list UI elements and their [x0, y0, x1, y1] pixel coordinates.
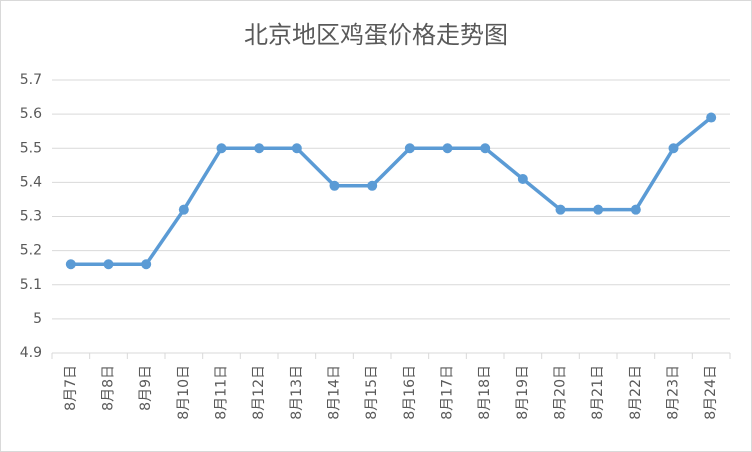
- data-point: [668, 143, 679, 154]
- data-point: [442, 143, 453, 154]
- data-point: [178, 204, 189, 215]
- x-tick-label: 8月12日: [251, 365, 267, 420]
- x-tick-label: 8月8日: [101, 365, 117, 411]
- data-point: [706, 112, 717, 123]
- data-point: [555, 204, 566, 215]
- y-tick-label: 5.1: [20, 277, 42, 293]
- x-tick-label: 8月10日: [176, 365, 192, 420]
- data-point: [367, 180, 378, 191]
- data-point: [291, 143, 302, 154]
- y-tick-label: 5: [33, 311, 42, 327]
- data-point: [630, 204, 641, 215]
- x-tick-label: 8月9日: [138, 365, 154, 411]
- x-tick-label: 8月11日: [214, 365, 230, 420]
- data-point: [65, 259, 76, 270]
- x-tick-label: 8月14日: [327, 365, 343, 420]
- y-tick-label: 5.5: [20, 140, 42, 156]
- data-point: [141, 259, 152, 270]
- x-tick-label: 8月13日: [289, 365, 305, 420]
- x-tick-label: 8月17日: [440, 365, 456, 420]
- data-point: [216, 143, 227, 154]
- y-tick-label: 5.6: [20, 106, 42, 122]
- data-point: [517, 173, 528, 184]
- y-tick-label: 5.3: [20, 209, 42, 225]
- x-tick-label: 8月21日: [590, 365, 606, 420]
- x-tick-label: 8月23日: [666, 365, 682, 420]
- x-tick-label: 8月16日: [402, 365, 418, 420]
- data-point: [404, 143, 415, 154]
- y-tick-label: 5.7: [20, 72, 42, 88]
- x-tick-label: 8月7日: [63, 365, 79, 411]
- data-point: [329, 180, 340, 191]
- x-tick-label: 8月22日: [628, 365, 644, 420]
- y-tick-label: 4.9: [20, 345, 42, 361]
- data-point: [593, 204, 604, 215]
- data-point: [480, 143, 491, 154]
- chart-title: 北京地区鸡蛋价格走势图: [244, 21, 508, 49]
- x-tick-label: 8月24日: [703, 365, 719, 420]
- x-tick-label: 8月20日: [553, 365, 569, 420]
- x-tick-label: 8月15日: [364, 365, 380, 420]
- data-line: [70, 116, 713, 267]
- y-tick-label: 5.2: [20, 243, 42, 259]
- data-point: [103, 259, 114, 270]
- y-tick-label: 5.4: [20, 174, 42, 190]
- x-tick-label: 8月18日: [477, 365, 493, 420]
- data-point: [254, 143, 265, 154]
- x-tick-label: 8月19日: [515, 365, 531, 420]
